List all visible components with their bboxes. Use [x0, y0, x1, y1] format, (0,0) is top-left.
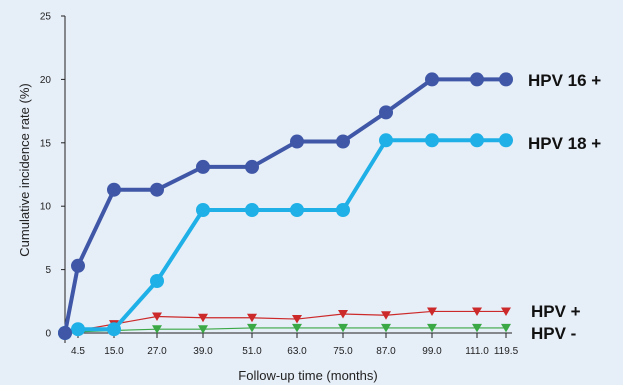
data-point: [425, 133, 439, 148]
series-line: [64, 310, 506, 334]
x-tick-label: 75.0: [333, 346, 353, 357]
data-point: [107, 182, 121, 197]
x-tick-label: 119.5: [494, 346, 519, 357]
x-axis-title: Follow-up time (months): [238, 368, 377, 383]
data-point: [247, 323, 257, 333]
data-point: [470, 72, 484, 87]
data-point: [198, 313, 208, 323]
data-point: [338, 309, 348, 319]
data-point: [336, 203, 350, 218]
x-tick-label: 63.0: [287, 346, 307, 357]
data-point: [107, 322, 121, 337]
data-point: [379, 105, 393, 120]
data-point: [245, 159, 259, 174]
series-3: [60, 323, 511, 338]
y-tick-label: 15: [40, 138, 52, 149]
x-tick-label: 39.0: [193, 346, 213, 357]
data-point: [292, 323, 302, 333]
series-layer: [58, 72, 513, 340]
x-tick-label: 99.0: [422, 346, 442, 357]
y-tick-label: 20: [40, 75, 52, 86]
series-label: HPV +: [531, 302, 581, 321]
series-label: HPV -: [531, 324, 576, 343]
data-point: [501, 307, 511, 316]
data-point: [470, 133, 484, 148]
data-point: [499, 72, 513, 87]
x-tick-label: 27.0: [147, 346, 167, 357]
x-tick-label: 87.0: [376, 346, 396, 357]
data-point: [425, 72, 439, 87]
x-tick-label: 15.0: [104, 346, 124, 357]
data-point: [150, 274, 164, 289]
data-point: [290, 134, 304, 149]
data-point: [336, 134, 350, 149]
data-point: [427, 323, 437, 333]
data-point: [196, 159, 210, 174]
data-point: [381, 311, 391, 320]
series-line: [63, 77, 506, 334]
x-tick-label: 4.5: [71, 346, 85, 357]
data-point: [198, 325, 208, 334]
series-line: [64, 327, 506, 334]
data-point: [472, 307, 482, 316]
data-point: [196, 203, 210, 218]
y-tick-label: 10: [40, 202, 52, 213]
data-point: [71, 258, 85, 273]
x-tick-label: 111.0: [465, 346, 489, 357]
series-labels: HPV - HPV + HPV 18 + HPV 16 +: [528, 71, 601, 343]
series-label: HPV 18 +: [528, 134, 601, 153]
data-point: [381, 323, 391, 333]
data-point: [499, 133, 513, 148]
data-point: [245, 203, 259, 218]
data-point: [247, 313, 257, 323]
series-line: [64, 138, 506, 335]
y-tick-label: 25: [40, 12, 52, 23]
series-1: [58, 133, 513, 340]
data-point: [71, 322, 85, 337]
data-point: [150, 182, 164, 197]
axes: 0 5 10 15 20 25 4.5 15.0 27.0 39.0 51.0 63.0 75.0 87.…: [40, 12, 519, 358]
series-label: HPV 16 +: [528, 71, 601, 90]
series-0: [58, 72, 513, 340]
data-point: [152, 325, 162, 334]
data-point: [58, 326, 72, 340]
data-point: [292, 315, 302, 324]
y-tick-label: 5: [45, 265, 51, 276]
data-point: [338, 323, 348, 333]
data-point: [152, 312, 162, 322]
y-tick-label: 0: [45, 329, 51, 340]
data-point: [427, 307, 437, 316]
data-point: [290, 203, 304, 218]
x-tick-label: 51.0: [242, 346, 262, 357]
data-point: [501, 323, 511, 333]
y-axis-title: Cumulative incidence rate (%): [17, 83, 32, 256]
data-point: [472, 323, 482, 333]
data-point: [379, 133, 393, 148]
